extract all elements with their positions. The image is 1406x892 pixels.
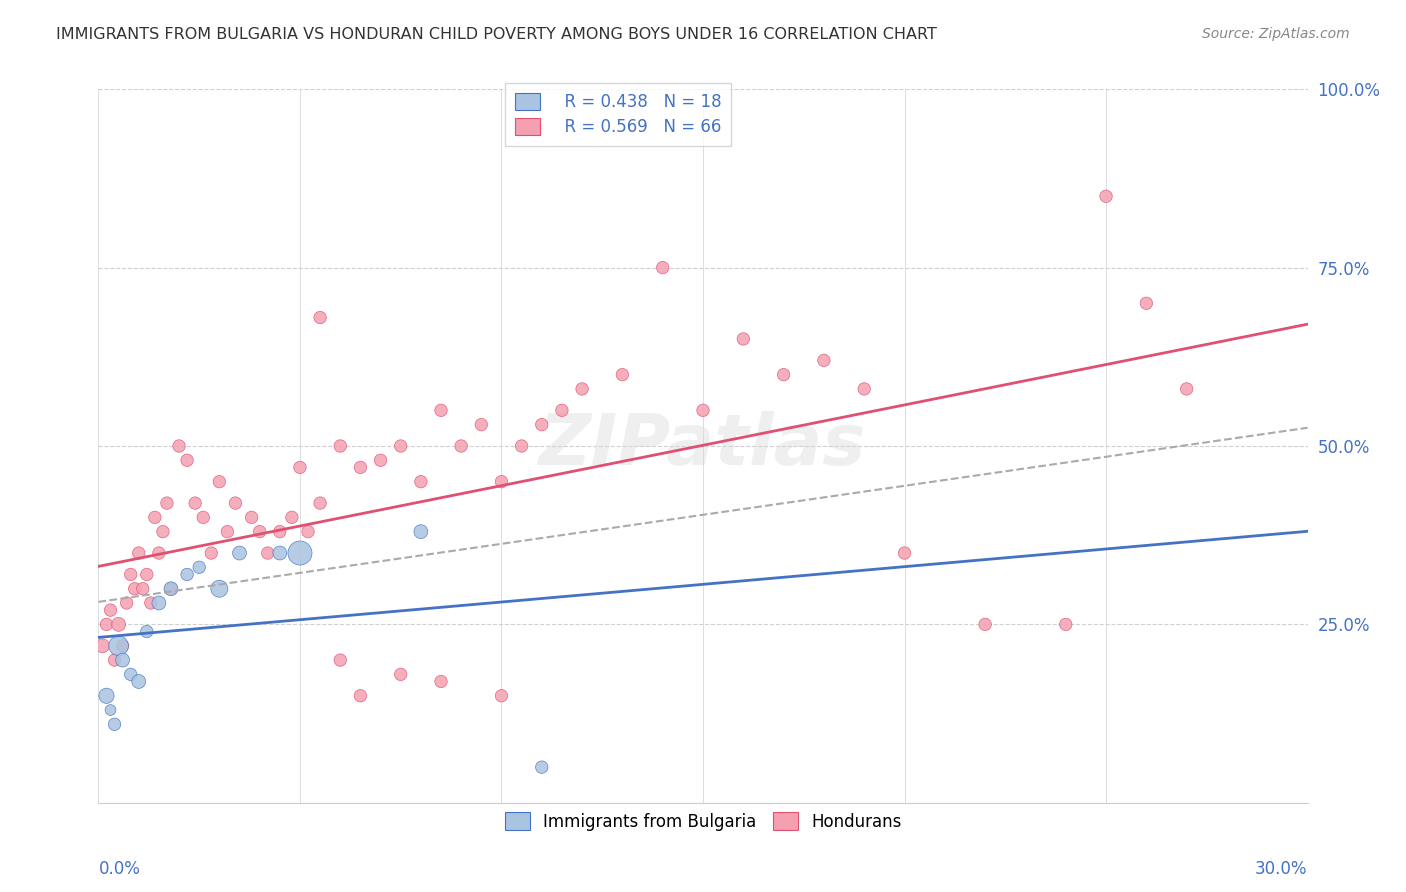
Point bbox=[409, 475, 432, 489]
Point bbox=[120, 567, 142, 582]
Point bbox=[288, 460, 311, 475]
Point bbox=[491, 475, 513, 489]
Point bbox=[132, 582, 155, 596]
Point bbox=[176, 453, 198, 467]
Point bbox=[470, 417, 492, 432]
Point bbox=[208, 475, 231, 489]
Point bbox=[200, 546, 222, 560]
Point bbox=[128, 674, 150, 689]
Point bbox=[228, 546, 250, 560]
Point bbox=[1054, 617, 1077, 632]
Point bbox=[281, 510, 304, 524]
Point bbox=[249, 524, 271, 539]
Point bbox=[349, 460, 371, 475]
Point bbox=[1135, 296, 1157, 310]
Point bbox=[309, 310, 332, 325]
Point bbox=[188, 560, 211, 574]
Point bbox=[309, 496, 332, 510]
Point bbox=[692, 403, 714, 417]
Point bbox=[430, 403, 453, 417]
Point bbox=[128, 546, 150, 560]
Point bbox=[111, 653, 134, 667]
Text: 30.0%: 30.0% bbox=[1256, 860, 1308, 878]
Point bbox=[115, 596, 138, 610]
Point bbox=[107, 639, 129, 653]
Point bbox=[389, 439, 412, 453]
Text: Source: ZipAtlas.com: Source: ZipAtlas.com bbox=[1202, 27, 1350, 41]
Point bbox=[160, 582, 183, 596]
Point bbox=[551, 403, 574, 417]
Point bbox=[1175, 382, 1198, 396]
Point bbox=[107, 617, 129, 632]
Point bbox=[135, 624, 157, 639]
Point bbox=[853, 382, 876, 396]
Point bbox=[450, 439, 472, 453]
Point bbox=[510, 439, 533, 453]
Point bbox=[430, 674, 453, 689]
Point bbox=[100, 603, 122, 617]
Point bbox=[224, 496, 246, 510]
Point bbox=[389, 667, 412, 681]
Point bbox=[974, 617, 997, 632]
Point bbox=[269, 546, 291, 560]
Point bbox=[530, 760, 553, 774]
Point bbox=[91, 639, 114, 653]
Point bbox=[103, 653, 125, 667]
Point bbox=[152, 524, 174, 539]
Point bbox=[139, 596, 162, 610]
Point bbox=[297, 524, 319, 539]
Point bbox=[148, 596, 170, 610]
Point bbox=[571, 382, 593, 396]
Text: IMMIGRANTS FROM BULGARIA VS HONDURAN CHILD POVERTY AMONG BOYS UNDER 16 CORRELATI: IMMIGRANTS FROM BULGARIA VS HONDURAN CHI… bbox=[56, 27, 938, 42]
Point bbox=[143, 510, 166, 524]
Point bbox=[156, 496, 179, 510]
Legend: Immigrants from Bulgaria, Hondurans: Immigrants from Bulgaria, Hondurans bbox=[498, 805, 908, 838]
Point bbox=[813, 353, 835, 368]
Point bbox=[124, 582, 146, 596]
Point bbox=[491, 689, 513, 703]
Point bbox=[240, 510, 263, 524]
Point bbox=[96, 617, 118, 632]
Point bbox=[120, 667, 142, 681]
Text: 0.0%: 0.0% bbox=[98, 860, 141, 878]
Text: ZIPatlas: ZIPatlas bbox=[540, 411, 866, 481]
Point bbox=[96, 689, 118, 703]
Point bbox=[208, 582, 231, 596]
Point bbox=[329, 653, 352, 667]
Point bbox=[100, 703, 122, 717]
Point bbox=[530, 417, 553, 432]
Point bbox=[370, 453, 392, 467]
Point bbox=[160, 582, 183, 596]
Point bbox=[288, 546, 311, 560]
Point bbox=[111, 639, 134, 653]
Point bbox=[256, 546, 278, 560]
Point bbox=[148, 546, 170, 560]
Point bbox=[651, 260, 673, 275]
Point bbox=[329, 439, 352, 453]
Point bbox=[176, 567, 198, 582]
Point bbox=[1095, 189, 1118, 203]
Point bbox=[193, 510, 215, 524]
Point bbox=[269, 524, 291, 539]
Point bbox=[103, 717, 125, 731]
Point bbox=[733, 332, 755, 346]
Point bbox=[184, 496, 207, 510]
Point bbox=[217, 524, 239, 539]
Point bbox=[893, 546, 915, 560]
Point bbox=[167, 439, 190, 453]
Point bbox=[349, 689, 371, 703]
Point bbox=[409, 524, 432, 539]
Point bbox=[612, 368, 634, 382]
Point bbox=[772, 368, 794, 382]
Point bbox=[135, 567, 157, 582]
